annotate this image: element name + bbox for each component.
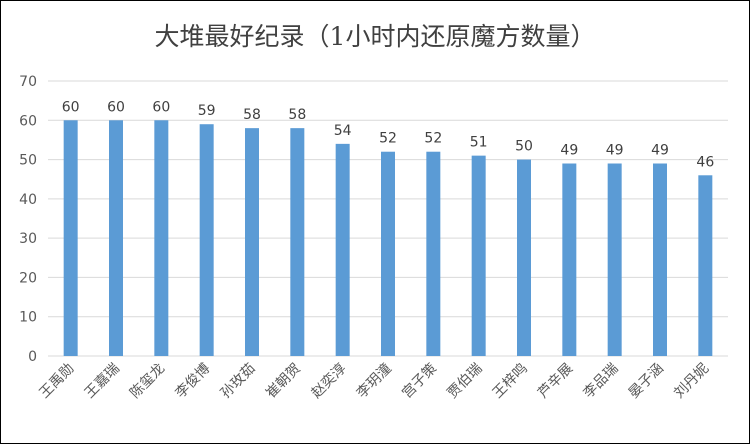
data-label-3: 59 xyxy=(198,103,216,119)
y-tick-label: 40 xyxy=(19,192,37,208)
category-label-5: 崔朝贺 xyxy=(263,361,304,402)
bar-7 xyxy=(381,151,395,356)
category-label-1: 王嘉瑞 xyxy=(82,361,123,402)
category-label-2: 陈玺龙 xyxy=(126,360,168,402)
bar-3 xyxy=(199,124,214,356)
category-label-0: 王禹勋 xyxy=(36,361,77,402)
data-label-4: 58 xyxy=(243,107,261,123)
category-label-3: 李俊博 xyxy=(172,360,214,402)
data-label-11: 49 xyxy=(560,143,578,159)
category-label-4: 孙玫茹 xyxy=(217,360,259,402)
data-label-7: 52 xyxy=(379,131,397,147)
bar-6 xyxy=(335,143,350,356)
x-axis-category-labels: 王禹勋 王嘉瑞 陈玺龙 李俊博 孙玫茹 崔朝贺 赵奕淳 李玥潼 宫子策 贾伯瑞 王梓鸣 芦辛展 李品瑞晏… xyxy=(36,360,712,402)
category-label-12: 李品瑞 xyxy=(580,361,621,402)
data-label-10: 50 xyxy=(515,139,533,155)
data-labels: 60 60 60 59 58 58 54 52 52 51 50 49 49 49 46 xyxy=(62,99,715,170)
bar-5 xyxy=(290,128,305,356)
bar-2 xyxy=(154,120,169,357)
category-label-14: 刘丹妮 xyxy=(671,361,712,402)
y-tick-label: 60 xyxy=(19,113,37,129)
category-label-11: 芦辛展 xyxy=(535,361,576,402)
category-label-13: 晏子涵 xyxy=(626,361,667,402)
bar-13 xyxy=(653,163,667,356)
y-tick-label: 10 xyxy=(19,310,37,326)
data-label-13: 49 xyxy=(651,143,669,159)
data-label-0: 60 xyxy=(62,99,80,115)
bar-11 xyxy=(562,163,577,356)
y-tick-label: 50 xyxy=(19,153,37,169)
data-label-2: 60 xyxy=(152,99,170,115)
y-tick-label: 70 xyxy=(19,74,37,90)
data-label-9: 51 xyxy=(470,135,488,151)
data-label-12: 49 xyxy=(606,143,624,159)
bar-8 xyxy=(426,151,441,356)
y-tick-label: 30 xyxy=(19,231,37,247)
data-label-6: 54 xyxy=(334,123,352,139)
category-label-7: 李玥潼 xyxy=(353,360,395,402)
data-label-14: 46 xyxy=(696,154,714,170)
data-label-1: 60 xyxy=(107,99,125,115)
bar-1 xyxy=(109,120,123,357)
y-axis-tick-labels: 0 10 20 30 40 50 60 70 xyxy=(19,74,37,365)
category-label-10: 王梓鸣 xyxy=(489,360,531,402)
y-tick-label: 20 xyxy=(19,270,37,286)
category-label-8: 宫子策 xyxy=(398,360,440,402)
chart-title: 大堆最好纪录（1小时内还原魔方数量） xyxy=(155,22,596,51)
bars xyxy=(63,120,713,357)
bar-4 xyxy=(245,128,259,356)
data-label-5: 58 xyxy=(288,107,306,123)
bar-0 xyxy=(63,120,78,357)
y-tick-label: 0 xyxy=(28,349,37,365)
bar-14 xyxy=(698,175,713,356)
category-label-6: 赵奕淳 xyxy=(308,360,350,402)
bar-10 xyxy=(517,159,531,356)
data-label-8: 52 xyxy=(424,131,442,147)
bar-9 xyxy=(471,155,486,356)
bar-12 xyxy=(607,163,622,356)
category-label-9: 贾伯瑞 xyxy=(444,361,485,402)
